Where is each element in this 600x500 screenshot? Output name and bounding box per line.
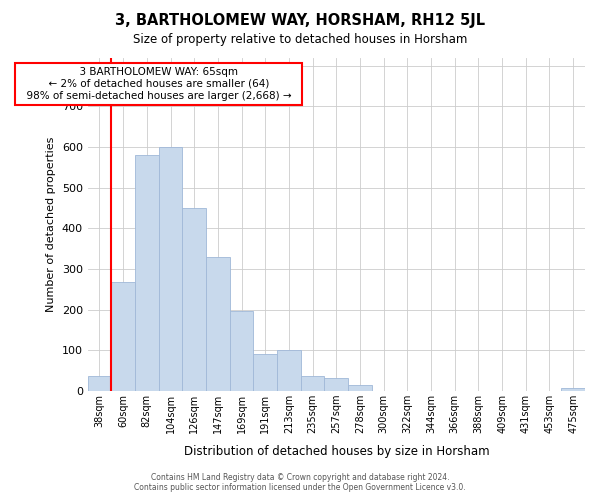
Bar [158,147,182,391]
Bar [253,354,277,391]
Bar [112,282,135,391]
Bar [562,388,585,391]
Bar [301,376,325,391]
Bar [135,155,158,391]
Bar [88,376,112,391]
Bar [230,311,253,391]
X-axis label: Distribution of detached houses by size in Horsham: Distribution of detached houses by size … [184,444,489,458]
Text: Contains HM Land Registry data © Crown copyright and database right 2024.
Contai: Contains HM Land Registry data © Crown c… [134,473,466,492]
Bar [348,386,372,391]
Text: 3 BARTHOLOMEW WAY: 65sqm  
  ← 2% of detached houses are smaller (64)  
  98% of: 3 BARTHOLOMEW WAY: 65sqm ← 2% of detache… [20,68,298,100]
Bar [182,208,206,391]
Y-axis label: Number of detached properties: Number of detached properties [46,136,56,312]
Text: 3, BARTHOLOMEW WAY, HORSHAM, RH12 5JL: 3, BARTHOLOMEW WAY, HORSHAM, RH12 5JL [115,12,485,28]
Bar [206,257,230,391]
Text: Size of property relative to detached houses in Horsham: Size of property relative to detached ho… [133,32,467,46]
Bar [325,378,348,391]
Bar [277,350,301,391]
